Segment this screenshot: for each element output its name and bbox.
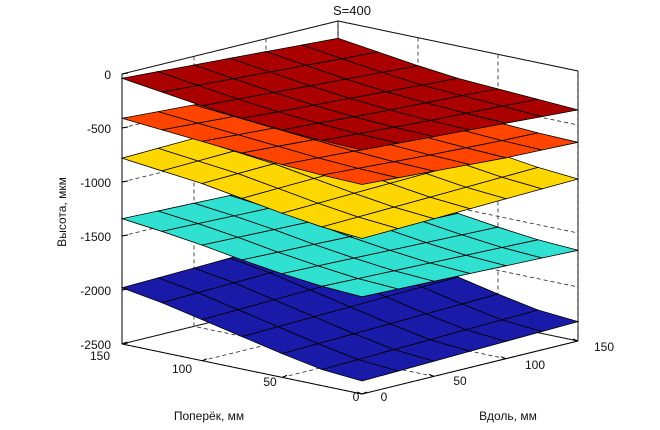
y-tick-mark xyxy=(121,341,128,345)
z-tick-label: -500 xyxy=(87,122,111,136)
z-tick-mark xyxy=(121,234,129,237)
y-tick-mark xyxy=(201,358,208,362)
y-axis-line xyxy=(121,343,363,395)
x-tick-mark xyxy=(428,373,435,377)
x-axis-label: Вдоль, мм xyxy=(479,409,537,423)
y-tick-label: 100 xyxy=(172,362,192,376)
y-axis-ticks: 150 100 50 0 xyxy=(90,349,360,404)
surface-quad xyxy=(321,133,399,151)
x-tick-label: 0 xyxy=(381,390,388,404)
front-axes xyxy=(121,72,579,395)
surface-quad xyxy=(321,278,399,298)
y-axis-label: Поперёк, мм xyxy=(174,409,244,423)
z-axis-ticks: 0 -500 -1000 -1500 -2000 -2500 xyxy=(80,68,111,352)
z-tick-mark xyxy=(121,288,129,291)
z-axis-label: Высота, мкм xyxy=(55,177,69,247)
x-tick-label: 150 xyxy=(594,340,614,354)
z-tick-mark xyxy=(121,126,129,129)
z-tick-mark xyxy=(121,180,129,183)
z-tick-label: -2500 xyxy=(80,338,111,352)
z-tick-label: 0 xyxy=(104,68,111,82)
x-tick-label: 100 xyxy=(525,358,545,372)
x-tick-mark xyxy=(572,338,579,342)
y-tick-label: 50 xyxy=(263,375,277,389)
x-axis-ticks: 0 50 100 150 xyxy=(381,340,615,404)
y-tick-label: 0 xyxy=(353,390,360,404)
z-tick-label: -2000 xyxy=(80,284,111,298)
x-tick-mark xyxy=(500,356,507,360)
z-tick-label: -1500 xyxy=(80,230,111,244)
surfaces xyxy=(120,37,580,382)
surface-quad xyxy=(321,167,399,185)
y-tick-mark xyxy=(361,391,368,395)
z-grid-back xyxy=(121,20,339,75)
z-tick-label: -1000 xyxy=(80,176,111,190)
x-tick-label: 50 xyxy=(453,374,467,388)
z-tick-mark xyxy=(121,72,129,75)
x-axis-line xyxy=(361,340,579,395)
surface-quad xyxy=(320,359,400,382)
y-tick-mark xyxy=(281,374,288,378)
surface-layer xyxy=(120,37,579,151)
z-grid-right xyxy=(337,20,579,72)
surface-quad xyxy=(320,216,400,239)
y-tick-label: 150 xyxy=(90,349,110,363)
x-tick-mark xyxy=(356,391,363,395)
chart-title: S=400 xyxy=(333,3,371,18)
